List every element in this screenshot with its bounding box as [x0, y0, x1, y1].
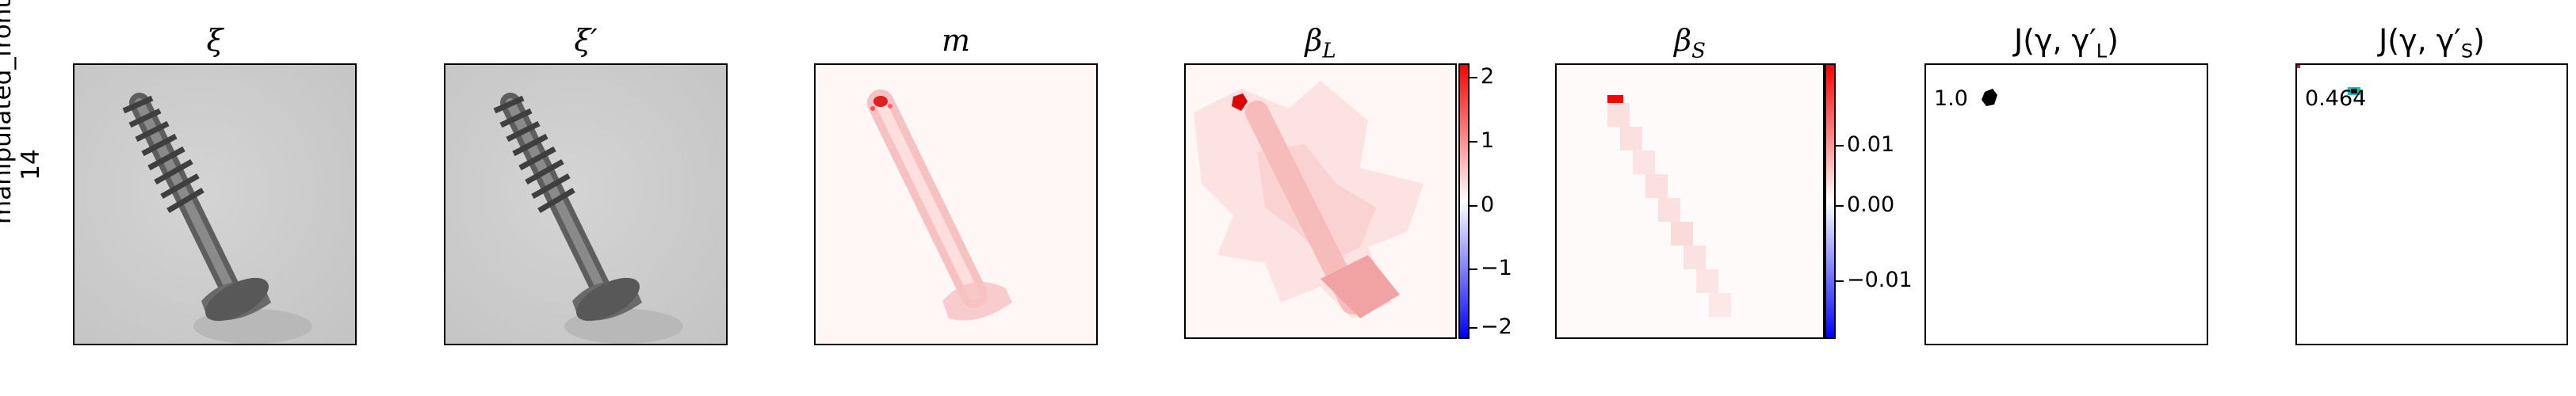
colorbar-beta-l-tick-2: 2	[1481, 64, 1495, 89]
panel-title-beta-l-main: β	[1305, 23, 1323, 58]
panel-title-j-s-prefix: J(γ, γ′	[2379, 23, 2461, 58]
colorbar-beta-s	[1825, 63, 1836, 339]
panel-title-beta-s: βS	[1555, 22, 1825, 70]
heatmap-beta-l	[1184, 63, 1457, 339]
colorbar-beta-l-tick-neg2: −2	[1481, 314, 1512, 339]
colorbar-beta-l-tick-1: 1	[1481, 128, 1495, 153]
screw-image-original	[75, 65, 355, 344]
panel-title-j-s: J(γ, γ′S)	[2295, 22, 2568, 70]
colorbar-beta-l-tick-neg1: −1	[1481, 256, 1512, 280]
panel-title-beta-s-main: β	[1674, 23, 1692, 58]
panel-title-xi: ξ	[206, 23, 224, 58]
jaccard-value-l: 1.0	[1934, 86, 1968, 111]
panel-title-j-s-suffix: )	[2473, 23, 2485, 58]
image-original	[73, 63, 357, 345]
row-label-line1: manipulated_front	[0, 0, 17, 224]
jaccard-plot-l: 1.0	[1924, 63, 2208, 345]
heatmap-beta-s	[1555, 63, 1825, 339]
jaccard-value-s: 0.464	[2305, 86, 2367, 111]
panel-title-beta-s-sub: S	[1691, 39, 1706, 63]
panel-title-j-s-sub: S	[2460, 40, 2474, 63]
panel-title-beta-l-sub: L	[1322, 39, 1336, 63]
colorbar-beta-s-tick-zero: 0.00	[1847, 192, 1895, 217]
jaccard-plot-l-marks	[1926, 65, 2207, 344]
row-label: manipulated_front 14	[0, 0, 83, 224]
row-label-line2: 14	[17, 149, 45, 181]
panel-title-xi-prime: ξ′	[574, 23, 598, 58]
panel-title-j-l: J(γ, γ′L)	[1924, 22, 2208, 70]
colorbar-beta-l-tick-0: 0	[1481, 192, 1495, 217]
heatmap-beta-s-plot	[1557, 65, 1823, 337]
heatmap-m-plot	[816, 65, 1096, 344]
panel-title-j-l-suffix: )	[2107, 23, 2119, 58]
jaccard-plot-s-marks	[2297, 65, 2566, 344]
screw-image-reconstructed	[445, 65, 726, 344]
colorbar-beta-s-tick-pos: 0.01	[1847, 132, 1895, 157]
panel-title-beta-l: βL	[1184, 22, 1457, 70]
panel-title-j-l-sub: L	[2096, 40, 2108, 63]
jaccard-plot-s: 0.464	[2295, 63, 2568, 345]
panel-title-m: m	[941, 23, 971, 58]
colorbar-beta-l	[1458, 63, 1470, 339]
panel-title-j-l-prefix: J(γ, γ′	[2014, 23, 2096, 58]
image-reconstructed	[444, 63, 728, 345]
colorbar-beta-s-tick-neg: −0.01	[1847, 268, 1913, 292]
heatmap-beta-l-plot	[1186, 65, 1455, 337]
heatmap-m	[814, 63, 1098, 345]
